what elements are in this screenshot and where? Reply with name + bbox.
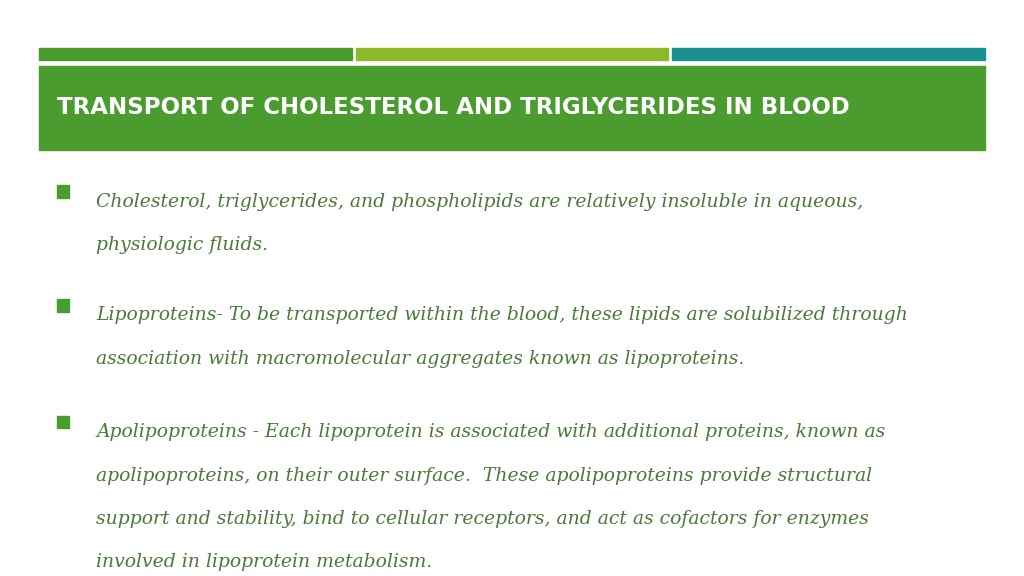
Bar: [57, 299, 69, 312]
Text: Lipoproteins- To be transported within the blood, these lipids are solubilized t: Lipoproteins- To be transported within t…: [96, 306, 908, 324]
Bar: [355, 48, 669, 60]
Bar: [57, 416, 69, 429]
Text: physiologic fluids.: physiologic fluids.: [96, 236, 268, 254]
Text: involved in lipoprotein metabolism.: involved in lipoprotein metabolism.: [96, 553, 432, 571]
Bar: [39, 66, 985, 150]
Bar: [57, 185, 69, 198]
Text: Cholesterol, triglycerides, and phospholipids are relatively insoluble in aqueou: Cholesterol, triglycerides, and phosphol…: [96, 193, 863, 211]
Bar: [39, 48, 351, 60]
Text: apolipoproteins, on their outer surface.  These apolipoproteins provide structur: apolipoproteins, on their outer surface.…: [96, 467, 872, 484]
Text: TRANSPORT OF CHOLESTEROL AND TRIGLYCERIDES IN BLOOD: TRANSPORT OF CHOLESTEROL AND TRIGLYCERID…: [57, 97, 850, 119]
Text: support and stability, bind to cellular receptors, and act as cofactors for enzy: support and stability, bind to cellular …: [96, 510, 869, 528]
Text: Apolipoproteins - Each lipoprotein is associated with additional proteins, known: Apolipoproteins - Each lipoprotein is as…: [96, 423, 886, 441]
Text: association with macromolecular aggregates known as lipoproteins.: association with macromolecular aggregat…: [96, 350, 744, 367]
Bar: [673, 48, 985, 60]
